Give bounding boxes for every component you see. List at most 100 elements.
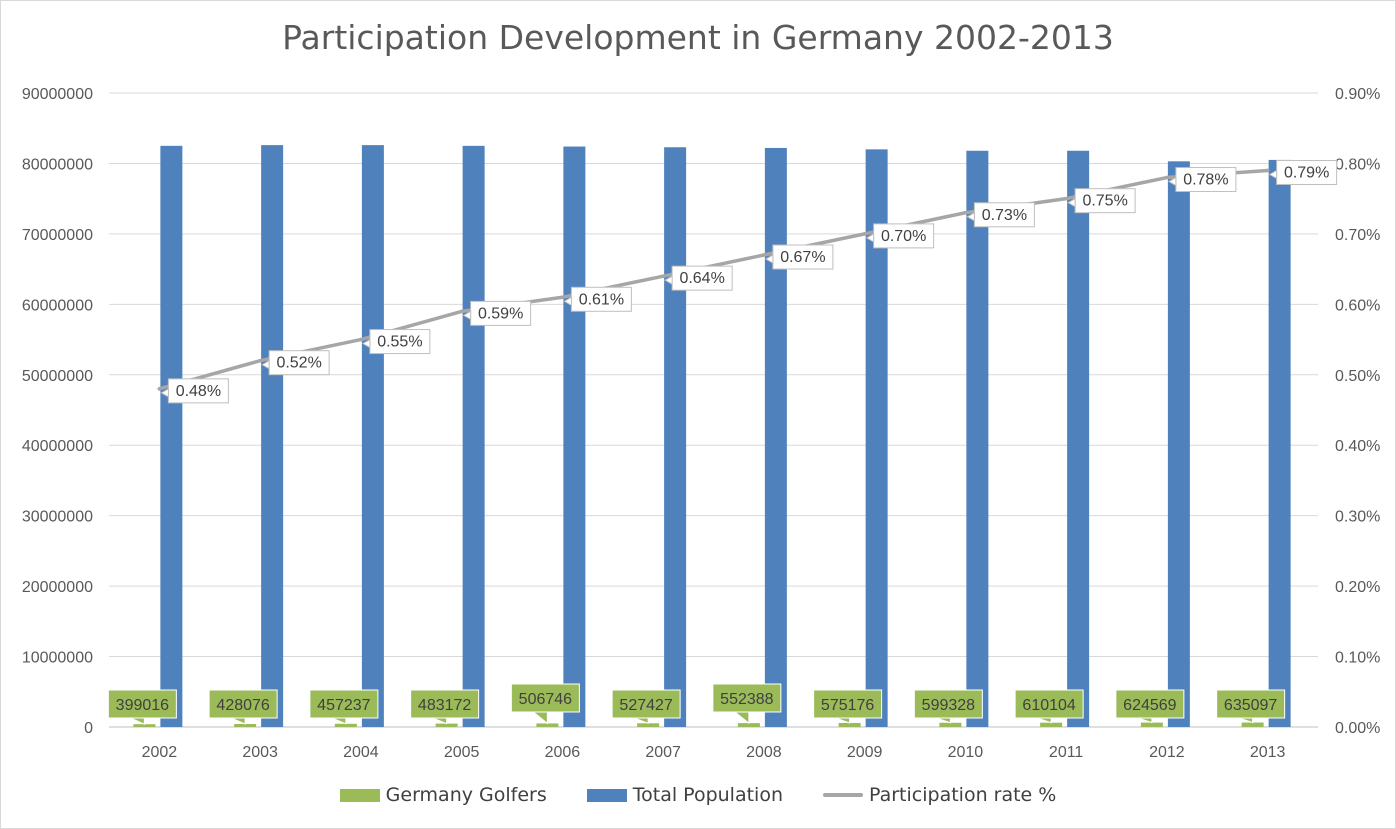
rate-label: 0.73% — [982, 207, 1027, 224]
rate-point — [1265, 168, 1270, 173]
rate-point — [1165, 175, 1169, 180]
rate-label-pointer — [664, 275, 673, 286]
bar-golfers — [1140, 722, 1163, 727]
golfers-label-box — [510, 683, 580, 713]
x-tick-label: 2002 — [142, 744, 178, 761]
golfers-label-pointer — [130, 717, 145, 725]
y-right-tick-label: 0.90% — [1335, 86, 1380, 103]
bar-golfers — [234, 723, 257, 727]
data-labels: 0.48% 0.52% 0.55% 0.59% 0.61% 0.64% 0.67% 0.70%… — [107, 159, 1338, 725]
rate-label-pointer — [1167, 176, 1177, 187]
golfers-label-box — [208, 689, 278, 719]
y-right-tick-label: 0.00% — [1335, 720, 1380, 737]
rate-label: 0.52% — [276, 355, 321, 372]
bar-population — [865, 149, 888, 727]
rate-label-box — [268, 350, 330, 376]
golfers-label: 610104 — [1022, 697, 1075, 714]
rate-label-pointer — [563, 296, 572, 307]
bar-population — [764, 147, 787, 728]
rate-point — [1064, 196, 1068, 201]
rate-label: 0.75% — [1082, 193, 1127, 210]
y-left-tick-label: 70000000 — [22, 227, 93, 244]
bars — [133, 145, 1291, 728]
golfers-label-box — [309, 689, 379, 719]
golfers-label-box — [1216, 689, 1286, 719]
x-tick-label: 2011 — [1049, 744, 1084, 761]
y-left-tick-label: 60000000 — [22, 297, 93, 314]
bar-golfers — [435, 723, 458, 727]
golfers-label-box — [913, 689, 983, 719]
legend-label-rate: Participation rate % — [869, 784, 1057, 806]
golfers-label-pointer — [733, 711, 750, 725]
legend-swatch-golfers — [339, 788, 380, 802]
rate-label-pointer — [462, 310, 472, 321]
x-tick-label: 2009 — [847, 744, 883, 761]
bar-golfers — [939, 722, 962, 727]
bar-population — [160, 145, 183, 728]
rate-label-box — [772, 244, 834, 270]
y-left-tick-label: 50000000 — [22, 368, 93, 385]
rate-label: 0.48% — [176, 383, 221, 400]
x-tick-label: 2006 — [545, 744, 581, 761]
bar-population — [462, 145, 485, 728]
golfers-label: 399016 — [116, 697, 169, 714]
y-left-tick-label: 10000000 — [22, 650, 93, 667]
y-left-tick-label: 90000000 — [22, 86, 93, 103]
rate-label-box — [873, 223, 935, 249]
x-tick-label: 2003 — [242, 744, 278, 761]
bar-golfers — [737, 723, 760, 727]
rate-label-box — [1276, 159, 1338, 185]
y-left-tick-label: 80000000 — [22, 156, 93, 173]
x-axis: 2002 2003 2004 2005 2006 2007 2008 2009 2010 2011… — [142, 744, 1286, 761]
golfers-label: 552388 — [720, 691, 773, 708]
legend: Germany Golfers Total Population Partici… — [0, 784, 1396, 806]
rate-label-box — [369, 329, 431, 355]
golfers-label-pointer — [331, 717, 347, 725]
golfers-label: 457237 — [317, 697, 370, 714]
bar-golfers — [1241, 722, 1264, 727]
x-tick-label: 2012 — [1149, 744, 1185, 761]
bar-population — [966, 150, 989, 727]
golfers-label-pointer — [633, 717, 649, 725]
rate-label: 0.55% — [377, 334, 422, 351]
y-axis-right: 0.00% 0.10% 0.20% 0.30% 0.40% 0.50% 0.60% 0.70%… — [1335, 86, 1380, 737]
y-right-tick-label: 0.60% — [1335, 297, 1380, 314]
rate-label: 0.67% — [780, 249, 825, 266]
golfers-label-pointer — [230, 717, 246, 725]
rate-label: 0.78% — [1183, 172, 1228, 189]
bar-population — [664, 147, 687, 728]
legend-item-rate: Participation rate % — [823, 784, 1056, 806]
rate-point — [560, 295, 565, 300]
bar-population — [563, 146, 586, 727]
rate-label-pointer — [1067, 197, 1076, 208]
gridlines — [109, 92, 1318, 728]
y-right-tick-label: 0.20% — [1335, 579, 1380, 596]
x-tick-label: 2004 — [343, 744, 379, 761]
x-tick-label: 2010 — [948, 744, 984, 761]
golfers-label: 635097 — [1224, 697, 1277, 714]
rate-label-box — [973, 202, 1035, 228]
golfers-label: 527427 — [619, 697, 672, 714]
golfers-label-box — [611, 689, 681, 719]
bar-population — [1167, 161, 1190, 727]
bar-golfers — [536, 723, 559, 727]
y-left-tick-label: 30000000 — [22, 509, 93, 526]
rate-point — [762, 253, 766, 257]
legend-label-golfers: Germany Golfers — [385, 784, 547, 806]
rate-label: 0.64% — [679, 270, 724, 287]
golfers-label-pointer — [1238, 717, 1254, 724]
rate-label-box — [1175, 167, 1237, 193]
y-right-tick-label: 0.70% — [1335, 227, 1380, 244]
y-left-tick-label: 40000000 — [22, 438, 93, 455]
x-tick-label: 2013 — [1250, 744, 1286, 761]
bar-golfers — [1040, 722, 1063, 727]
rate-label-box — [1074, 188, 1136, 214]
rate-label-pointer — [261, 359, 270, 370]
x-tick-label: 2005 — [444, 744, 480, 761]
bar-population — [1067, 150, 1090, 727]
rate-point — [359, 337, 363, 342]
rate-label-pointer — [966, 211, 975, 222]
rate-label-pointer — [361, 338, 371, 349]
golfers-label-box — [1115, 689, 1185, 719]
y-right-tick-label: 0.40% — [1335, 438, 1380, 455]
